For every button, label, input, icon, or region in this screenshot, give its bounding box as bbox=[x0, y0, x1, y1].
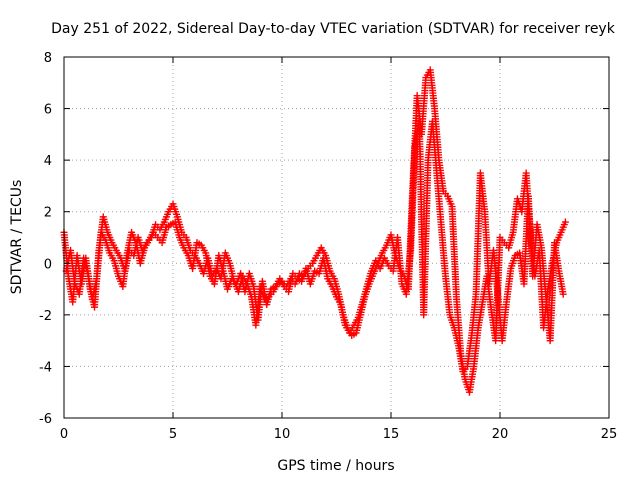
data-points bbox=[60, 66, 569, 396]
plot-frame bbox=[63, 56, 610, 419]
y-tick-label: -6 bbox=[39, 412, 52, 427]
data-point bbox=[559, 290, 567, 298]
x-tick-label: 0 bbox=[60, 427, 68, 442]
y-tick-label: -4 bbox=[39, 360, 52, 375]
y-axis-label: SDTVAR / TECUs bbox=[9, 180, 25, 295]
axis-ticks: 0 5 10 15 20 25 -6 -4 -2 0 2 4 6 8 bbox=[39, 51, 617, 442]
y-tick-label: 4 bbox=[44, 154, 52, 169]
x-tick-label: 25 bbox=[601, 427, 618, 442]
x-tick-label: 15 bbox=[383, 427, 400, 442]
y-tick-label: 0 bbox=[44, 257, 52, 272]
y-tick-label: 8 bbox=[44, 51, 52, 66]
y-tick-label: -2 bbox=[39, 309, 52, 324]
x-tick-label: 5 bbox=[169, 427, 177, 442]
x-tick-label: 10 bbox=[274, 427, 291, 442]
y-tick-label: 6 bbox=[44, 103, 52, 118]
x-tick-label: 20 bbox=[492, 427, 509, 442]
x-axis-label: GPS time / hours bbox=[277, 458, 394, 474]
data-point bbox=[561, 218, 569, 226]
grid bbox=[64, 57, 609, 418]
chart-title: Day 251 of 2022, Sidereal Day-to-day VTE… bbox=[51, 21, 616, 37]
y-tick-label: 2 bbox=[44, 206, 52, 221]
